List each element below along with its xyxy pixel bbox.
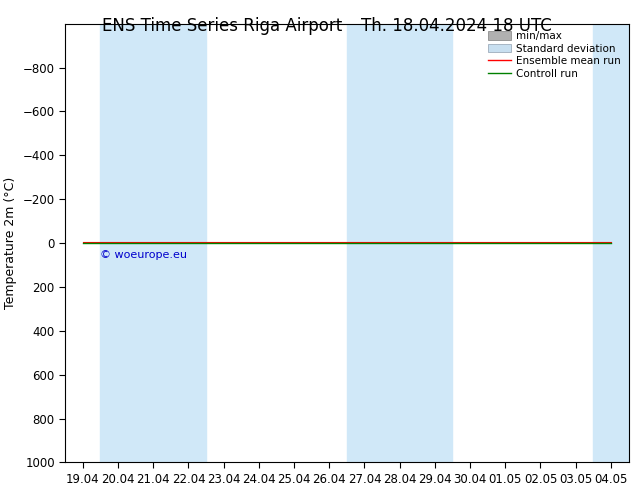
Legend: min/max, Standard deviation, Ensemble mean run, Controll run: min/max, Standard deviation, Ensemble me… <box>486 29 623 81</box>
Text: © woeurope.eu: © woeurope.eu <box>100 250 188 260</box>
Bar <box>100 24 206 463</box>
Text: ENS Time Series Riga Airport: ENS Time Series Riga Airport <box>102 17 342 35</box>
Text: Th. 18.04.2024 18 UTC: Th. 18.04.2024 18 UTC <box>361 17 552 35</box>
Bar <box>593 24 628 463</box>
Y-axis label: Temperature 2m (°C): Temperature 2m (°C) <box>4 177 17 309</box>
Bar <box>347 24 453 463</box>
